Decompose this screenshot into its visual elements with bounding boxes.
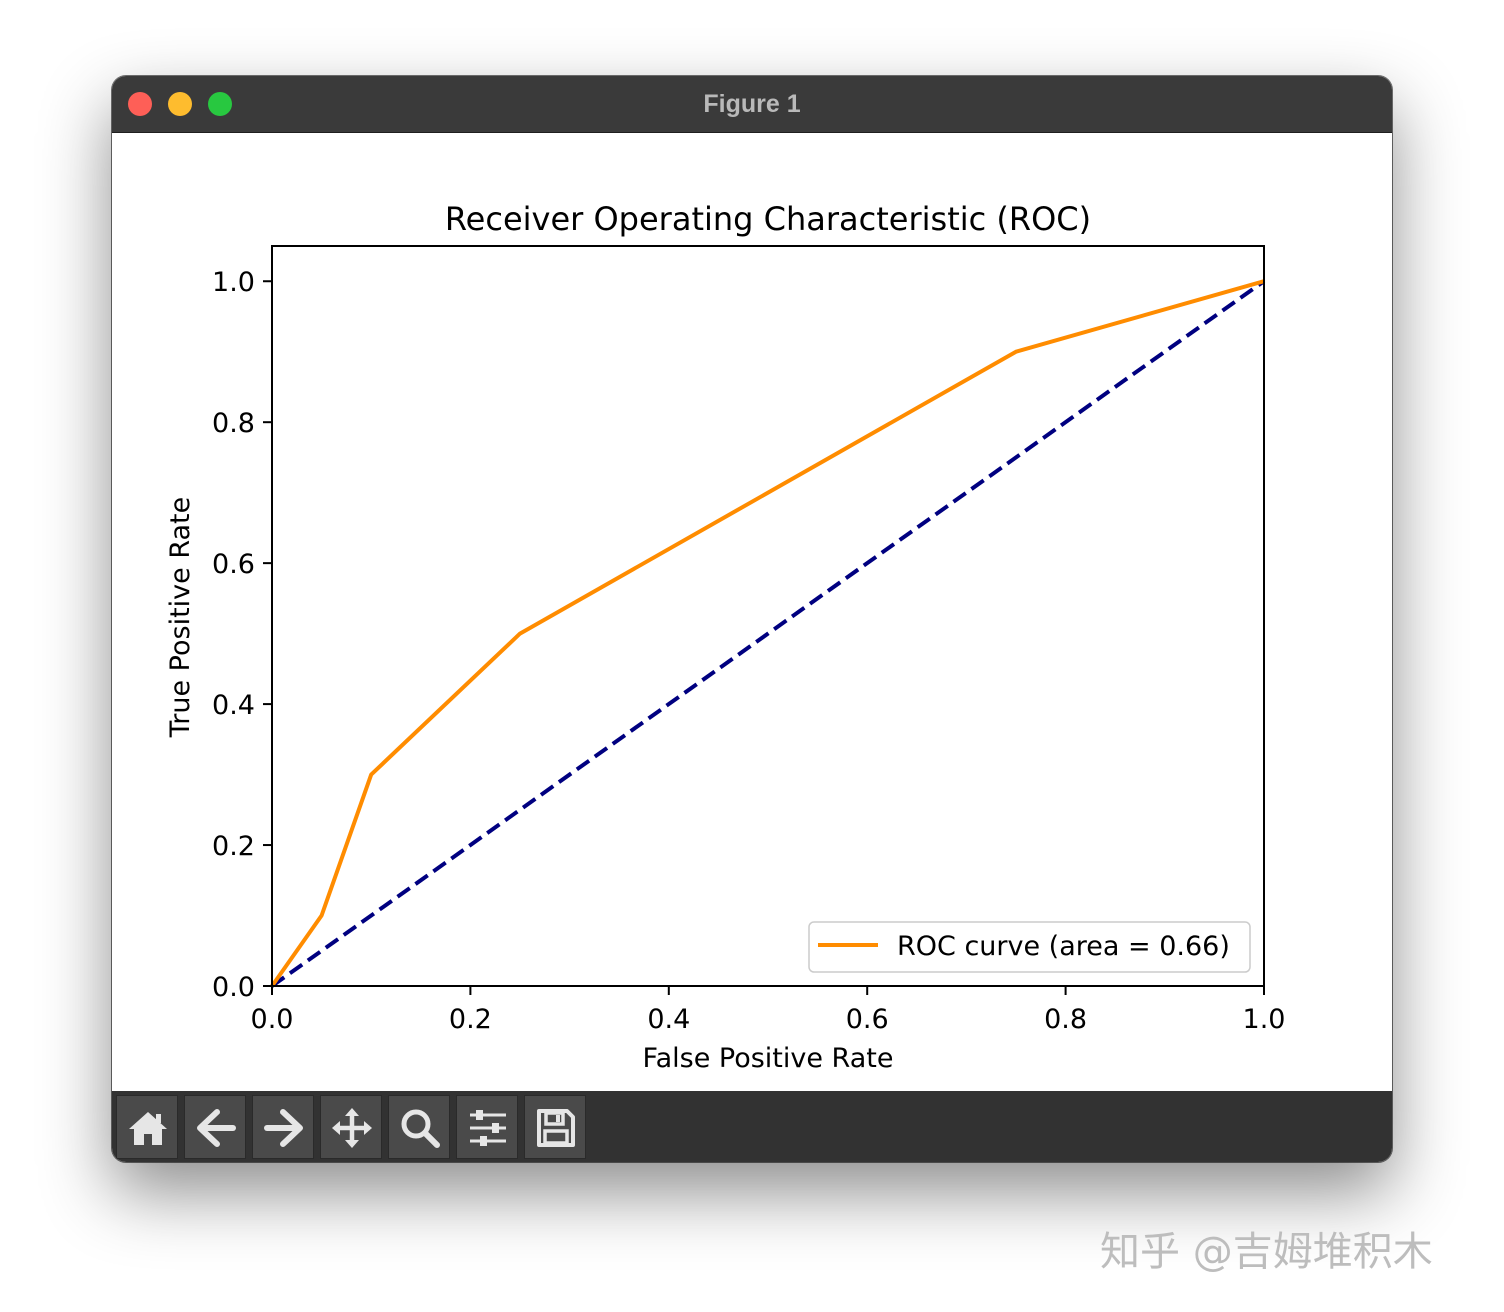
x-axis-label: False Positive Rate [643, 1043, 894, 1074]
series-layer [270, 279, 1266, 988]
chart-title: Receiver Operating Characteristic (ROC) [445, 200, 1091, 238]
title-bar[interactable]: Figure 1 [112, 76, 1392, 133]
floppy-disk-icon [537, 1109, 575, 1147]
x-tick-label: 0.0 [251, 1004, 294, 1035]
x-axis-ticks: 0.0 0.2 0.4 0.6 0.8 1.0 [251, 986, 1286, 1035]
watermark: 知乎 @吉姆堆积木 [1100, 1229, 1433, 1275]
x-tick-label: 1.0 [1243, 1004, 1286, 1035]
legend-label: ROC curve (area = 0.66) [897, 931, 1230, 962]
series-line-1 [270, 279, 1266, 988]
legend-box [808, 921, 1251, 973]
save-button[interactable] [524, 1095, 586, 1159]
x-tick-label: 0.8 [1044, 1004, 1087, 1035]
figure-canvas[interactable]: Receiver Operating Characteristic (ROC) … [112, 133, 1392, 1091]
close-window-button[interactable] [128, 92, 152, 116]
y-tick-label: 0.4 [212, 690, 255, 721]
y-tick-label: 0.6 [212, 549, 255, 580]
y-axis-label: True Positive Rate [165, 497, 196, 739]
window-title: Figure 1 [703, 90, 801, 118]
sliders-icon [470, 1110, 506, 1146]
minimize-window-button[interactable] [168, 92, 192, 116]
forward-arrow-icon [264, 1109, 303, 1147]
x-tick-label: 0.6 [846, 1004, 889, 1035]
back-arrow-icon [197, 1109, 236, 1147]
navigation-toolbar [112, 1091, 1392, 1162]
figure-window: Figure 1 Receiver Operating Characterist… [112, 76, 1392, 1162]
home-icon [129, 1112, 167, 1145]
forward-button[interactable] [252, 1095, 314, 1159]
plot-frame [271, 245, 1265, 987]
magnifier-icon [401, 1109, 440, 1148]
legend: ROC curve (area = 0.66) [808, 921, 1251, 973]
zoom-button[interactable] [388, 1095, 450, 1159]
move-icon [332, 1108, 372, 1148]
y-tick-label: 0.0 [212, 972, 255, 1003]
y-tick-label: 0.8 [212, 408, 255, 439]
x-tick-label: 0.4 [647, 1004, 690, 1035]
series-line-0 [270, 279, 1265, 988]
maximize-window-button[interactable] [208, 92, 232, 116]
pan-button[interactable] [320, 1095, 382, 1159]
y-tick-label: 1.0 [212, 267, 255, 298]
back-button[interactable] [184, 1095, 246, 1159]
home-button[interactable] [116, 1095, 178, 1159]
roc-chart: Receiver Operating Characteristic (ROC) … [165, 200, 1286, 1074]
y-axis-ticks: 0.0 0.2 0.4 0.6 0.8 1.0 [212, 267, 272, 1003]
x-tick-label: 0.2 [449, 1004, 492, 1035]
y-tick-label: 0.2 [212, 831, 255, 862]
configure-subplots-button[interactable] [456, 1095, 518, 1159]
